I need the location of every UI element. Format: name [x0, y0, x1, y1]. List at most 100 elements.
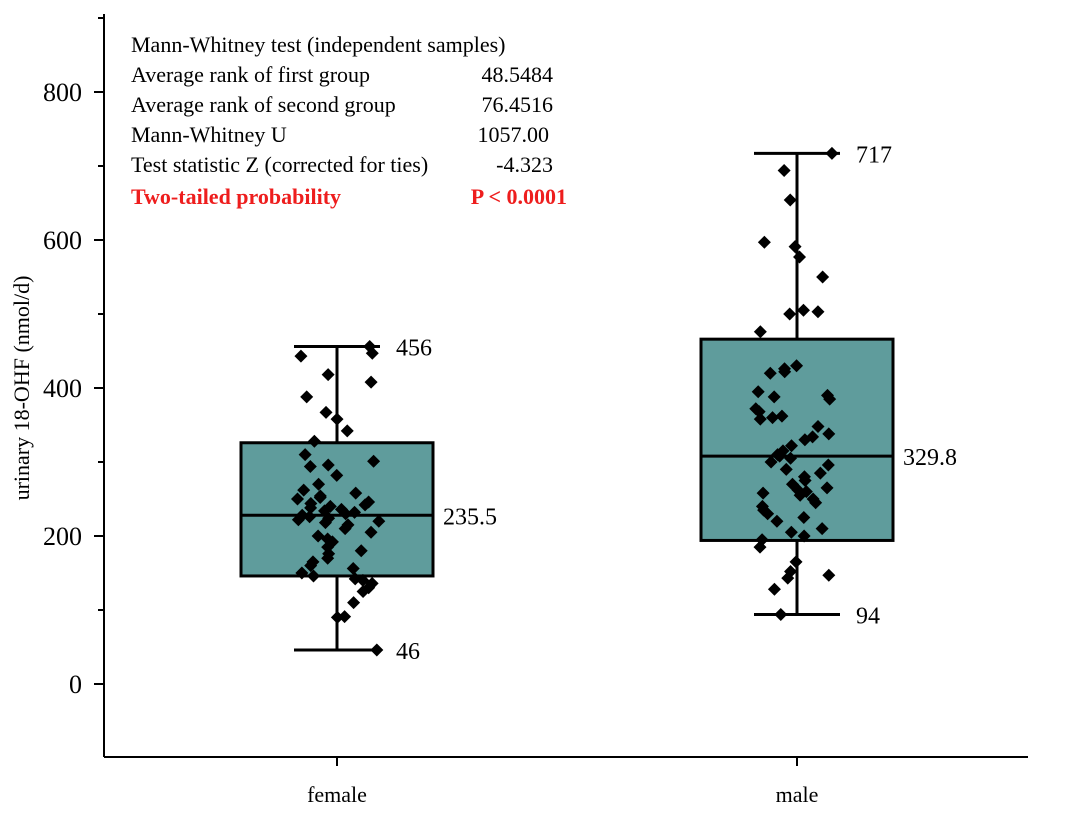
data-point: [788, 240, 802, 254]
data-point: [796, 303, 810, 317]
stats-row-value: -4.323: [496, 152, 553, 177]
data-point: [767, 390, 781, 404]
data-point: [300, 390, 314, 404]
data-point: [330, 412, 344, 426]
data-point: [816, 270, 830, 284]
data-point: [753, 540, 767, 554]
box-iqr: [699, 337, 895, 542]
data-point: [290, 492, 304, 506]
data-point: [349, 486, 363, 500]
max-label: 717: [856, 142, 892, 168]
y-axis-label: urinary 18-OHF (nmol/d): [9, 276, 34, 501]
data-point: [825, 146, 839, 160]
data-point: [307, 569, 321, 583]
data-point: [298, 448, 312, 462]
y-tick-label: 400: [43, 374, 82, 403]
min-label: 46: [396, 639, 420, 665]
axes: 0 200 400 600 800 female male: [43, 14, 1028, 807]
data-point: [354, 544, 368, 558]
data-point: [809, 496, 823, 510]
data-point: [340, 424, 354, 438]
data-point: [753, 412, 767, 426]
data-point: [330, 468, 344, 482]
data-point: [790, 359, 804, 373]
y-tick-label: 800: [43, 78, 82, 107]
data-point: [797, 511, 811, 524]
data-point: [764, 455, 778, 469]
median-label: 235.5: [443, 504, 497, 530]
stats-row-label: Average rank of second group: [131, 92, 396, 117]
data-point: [753, 325, 767, 339]
data-point: [303, 459, 317, 473]
data-point: [784, 439, 798, 453]
data-point: [793, 250, 807, 264]
data-point: [811, 305, 825, 319]
data-point: [784, 451, 798, 465]
stats-row-label: Average rank of first group: [131, 62, 370, 87]
data-point: [761, 507, 775, 521]
stats-row-label: Mann-Whitney U: [131, 122, 287, 147]
annotations-layer: 456 235.5 46 717 329.8 94: [396, 142, 957, 665]
data-point: [323, 499, 337, 513]
data-point: [365, 346, 379, 360]
stats-row-label: Test statistic Z (corrected for ties): [131, 152, 428, 177]
data-point: [356, 585, 370, 598]
stats-highlight-label: Two-tailed probability: [131, 184, 341, 209]
data-point: [364, 525, 378, 539]
data-point: [777, 163, 791, 177]
data-point: [784, 525, 798, 539]
data-point: [770, 514, 784, 528]
data-point: [789, 555, 803, 569]
data-point: [347, 596, 361, 610]
data-point: [358, 498, 372, 512]
data-point: [364, 375, 378, 389]
stats-row-value: 1057.00: [478, 122, 550, 147]
data-point: [773, 449, 787, 463]
data-point: [313, 491, 327, 505]
stats-row-value: 48.5484: [482, 62, 554, 87]
data-point: [797, 529, 811, 543]
data-point: [312, 477, 326, 491]
max-label: 456: [396, 336, 432, 362]
data-point: [321, 458, 335, 472]
data-point: [297, 483, 311, 497]
data-point: [756, 486, 770, 500]
data-point: [307, 434, 321, 448]
data-point: [778, 365, 792, 379]
x-tick-label: male: [776, 782, 819, 807]
y-tick-label: 0: [69, 670, 82, 699]
data-point: [321, 368, 335, 382]
data-point: [766, 411, 780, 425]
data-point: [339, 507, 353, 521]
data-point: [330, 610, 344, 624]
data-point: [763, 366, 777, 380]
boxes-layer: [239, 151, 895, 652]
stats-box: Mann-Whitney test (independent samples) …: [131, 32, 567, 209]
data-point: [781, 571, 795, 585]
data-point: [767, 582, 781, 596]
stats-title: Mann-Whitney test (independent samples): [131, 32, 506, 57]
x-tick-label: female: [307, 782, 367, 807]
data-point: [321, 551, 335, 565]
data-point: [372, 514, 386, 528]
data-point: [815, 522, 829, 536]
data-point: [338, 522, 352, 536]
data-point: [370, 643, 384, 657]
data-point: [346, 562, 360, 576]
data-point: [295, 566, 309, 580]
data-point: [304, 559, 318, 573]
min-label: 94: [856, 603, 880, 629]
data-point: [751, 385, 765, 399]
data-point: [821, 458, 835, 472]
data-point: [783, 193, 797, 207]
data-point: [774, 607, 788, 621]
data-point: [793, 488, 807, 502]
data-point: [318, 504, 332, 518]
data-point: [367, 454, 381, 468]
data-point: [813, 466, 827, 480]
y-tick-label: 200: [43, 522, 82, 551]
data-point: [798, 433, 812, 447]
stats-row-value: 76.4516: [482, 92, 554, 117]
data-point: [823, 392, 837, 406]
